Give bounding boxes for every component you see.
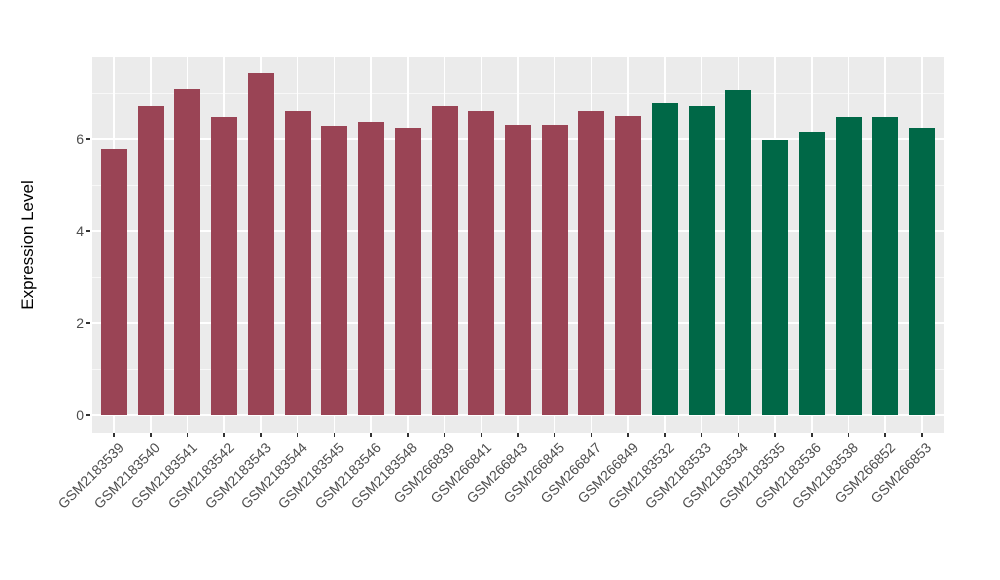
- x-tick-mark: [517, 433, 519, 437]
- y-tick-label: 0: [76, 407, 84, 423]
- x-tick-mark: [737, 433, 740, 437]
- x-tick-mark: [370, 433, 372, 437]
- bar-GSM2183532: [651, 102, 678, 415]
- bar-GSM2183540: [137, 106, 164, 415]
- x-tick-mark: [150, 433, 152, 437]
- x-tick-mark: [443, 433, 446, 437]
- y-axis-title: Expression Level: [18, 180, 37, 310]
- x-tick-mark: [553, 433, 556, 437]
- x-tick-mark: [590, 433, 593, 437]
- bar-GSM266841: [468, 110, 495, 415]
- y-tick-label: 2: [76, 315, 84, 331]
- x-tick-mark: [113, 433, 115, 437]
- bar-GSM2183533: [688, 106, 715, 415]
- bar-GSM266853: [908, 127, 935, 415]
- x-tick-mark: [186, 433, 189, 437]
- x-tick-mark: [296, 433, 299, 437]
- x-tick-mark: [921, 433, 923, 437]
- x-tick-mark: [480, 433, 483, 437]
- x-tick-mark: [774, 433, 776, 437]
- x-tick-mark: [260, 433, 262, 437]
- bar-GSM2183546: [358, 121, 385, 415]
- bar-GSM2183534: [725, 89, 752, 415]
- bar-GSM2183538: [835, 117, 862, 415]
- x-tick-mark: [884, 433, 886, 437]
- bar-GSM2183548: [394, 128, 421, 415]
- x-tick-mark: [333, 433, 336, 437]
- y-tick-label: 6: [76, 131, 84, 147]
- bar-GSM2183535: [762, 139, 789, 415]
- bar-GSM266847: [578, 111, 605, 415]
- bar-GSM2183539: [101, 149, 128, 415]
- bar-GSM2183543: [247, 73, 274, 415]
- bar-GSM2183541: [174, 89, 201, 415]
- bar-GSM266849: [615, 116, 642, 415]
- bar-GSM2183542: [211, 116, 238, 415]
- y-tick-mark: [86, 322, 90, 324]
- bar-GSM266843: [505, 124, 531, 415]
- plot-panel: [92, 57, 944, 433]
- x-tick-mark: [664, 433, 666, 437]
- y-tick-mark: [86, 230, 90, 232]
- bar-GSM2183536: [798, 131, 825, 415]
- y-tick-mark: [86, 138, 90, 140]
- x-tick-mark: [811, 433, 813, 437]
- x-tick-mark: [627, 433, 629, 437]
- y-tick-mark: [86, 414, 90, 416]
- bar-GSM266852: [872, 117, 899, 415]
- bar-GSM266845: [541, 124, 568, 415]
- bar-GSM2183544: [284, 111, 311, 415]
- x-tick-mark: [700, 433, 703, 437]
- bar-GSM2183545: [321, 125, 348, 415]
- x-tick-mark: [847, 433, 850, 437]
- y-tick-label: 4: [76, 223, 84, 239]
- x-tick-mark: [407, 433, 409, 437]
- x-tick-mark: [223, 433, 225, 437]
- bar-GSM266839: [431, 105, 458, 415]
